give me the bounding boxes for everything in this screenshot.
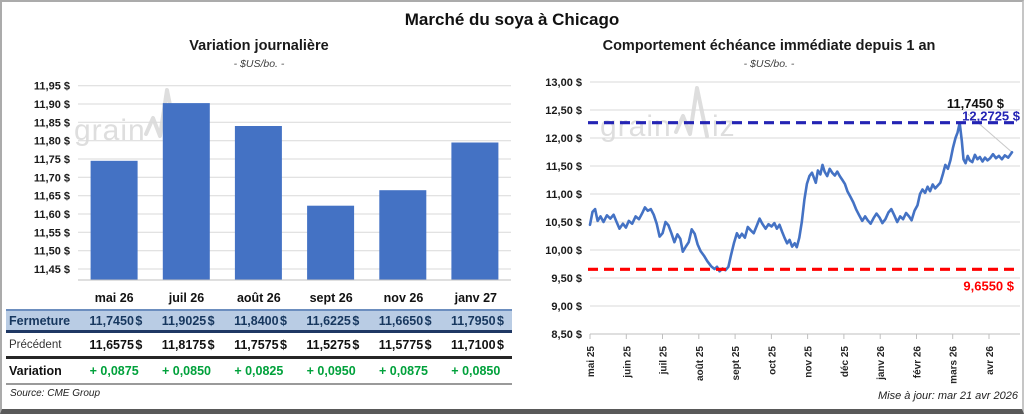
y-tick-label: 13,00 $ xyxy=(545,77,582,89)
table-cell: 11,5275 $ xyxy=(306,337,360,352)
x-tick-label: mars 26 xyxy=(949,346,960,384)
svg-text:iz: iz xyxy=(712,110,736,143)
table-cell: 11,7100 $ xyxy=(451,337,504,352)
price-table: mai 26 juil 26 août 26 sept 26 nov 26 janv 27… xyxy=(6,286,512,385)
y-tick-label: 11,85 $ xyxy=(34,117,70,129)
y-tick-label: 9,00 $ xyxy=(551,301,582,313)
line-chart-title: Comportement échéance immédiate depuis 1… xyxy=(602,38,936,54)
front-month-panel: Comportement échéance immédiate depuis 1… xyxy=(516,38,1022,402)
label-leader-line xyxy=(967,113,1013,153)
y-tick-label: 12,50 $ xyxy=(545,105,582,117)
watermark-zigzag-icon xyxy=(674,86,709,138)
update-note: Mise à jour: mar 21 avr 2026 xyxy=(877,390,1018,402)
bar-chart-title: Variation journalière xyxy=(189,38,329,54)
bar xyxy=(451,142,499,280)
page-title: Marché du soya à Chicago xyxy=(404,10,620,29)
table-cell: 11,9025 $ xyxy=(161,313,215,328)
table-cell: 11,8175 $ xyxy=(161,337,215,352)
svg-text:grain: grain xyxy=(600,110,672,143)
y-tick-label: 11,50 $ xyxy=(34,246,70,258)
line-chart: 13,00 $ 12,50 $ 12,00 $ 11,50 $ 11,00 $ 10,50… xyxy=(545,77,1021,384)
table-cell: 11,6225 $ xyxy=(306,313,360,328)
table-cell: 11,7950 $ xyxy=(451,313,504,328)
x-tick-label: mai 25 xyxy=(586,346,597,378)
watermark: grain xyxy=(74,88,179,147)
y-tick-label: 11,60 $ xyxy=(34,209,70,221)
y-tick-label: 11,70 $ xyxy=(34,172,70,184)
table-row: Précédent 11,6575 $ 11,8175 $ 11,7575 $ 11,5275… xyxy=(6,333,512,359)
bar-chart-subtitle: - $US/bo. - xyxy=(233,58,285,70)
table-cell: + 0,0850 xyxy=(161,364,211,378)
y-tick-label: 10,00 $ xyxy=(545,245,582,257)
y-tick-label: 8,50 $ xyxy=(551,329,582,341)
bar xyxy=(234,126,282,280)
y-tick-label: 9,50 $ xyxy=(551,273,582,285)
bar xyxy=(162,103,210,280)
x-tick-label: juin 25 xyxy=(622,346,633,379)
y-tick-label: 11,50 $ xyxy=(546,161,582,173)
table-cell: + 0,0950 xyxy=(306,364,356,378)
x-tick-label: avr 26 xyxy=(985,346,996,375)
column-header: mai 26 xyxy=(94,290,134,305)
last-price-label: 11,7450 $ xyxy=(947,96,1005,111)
source-note: Source: CME Group xyxy=(10,388,101,399)
table-header-row: mai 26 juil 26 août 26 sept 26 nov 26 janv 27 xyxy=(6,286,512,309)
y-tick-label: 11,80 $ xyxy=(34,136,70,148)
table-row: Variation + 0,0875 + 0,0850 + 0,0825 + 0,095… xyxy=(6,359,512,385)
column-header: janv 27 xyxy=(454,290,497,305)
high-ref-label: 12,2725 $ xyxy=(962,109,1021,124)
y-tick-label: 11,45 $ xyxy=(34,264,70,276)
x-tick-label: févr 26 xyxy=(913,346,924,379)
y-tick-label: 11,95 $ xyxy=(34,81,70,93)
bar xyxy=(307,205,355,280)
x-tick-label: nov 25 xyxy=(804,346,815,378)
table-cell: 11,5775 $ xyxy=(378,337,432,352)
x-tick-label: sept 25 xyxy=(731,346,742,381)
price-line xyxy=(588,121,1014,273)
y-tick-label: 11,90 $ xyxy=(34,99,70,111)
table-cell: + 0,0875 xyxy=(378,364,428,378)
low-ref-label: 9,6550 $ xyxy=(963,278,1014,293)
table-cell: 11,7575 $ xyxy=(234,337,287,352)
table-cell: + 0,0850 xyxy=(451,364,501,378)
bar-chart: 11,45 $ 11,50 $ 11,55 $ 11,60 $ 11,65 $ 11,70… xyxy=(34,81,511,281)
bar xyxy=(379,190,427,280)
table-cell: 11,6575 $ xyxy=(89,337,143,352)
row-label: Précédent xyxy=(9,338,62,351)
y-tick-label: 12,00 $ xyxy=(545,133,582,145)
table-cell: + 0,0875 xyxy=(89,364,139,378)
column-header: juil 26 xyxy=(168,290,205,305)
x-tick-label: oct 25 xyxy=(767,346,778,375)
table-cell: + 0,0825 xyxy=(234,364,284,378)
x-tick-label: déc 25 xyxy=(840,346,851,378)
x-tick-label: août 25 xyxy=(695,346,706,381)
x-tick-label: juil 25 xyxy=(659,346,670,376)
y-tick-label: 11,65 $ xyxy=(34,191,70,203)
y-tick-label: 10,50 $ xyxy=(545,217,582,229)
y-tick-label: 11,00 $ xyxy=(546,189,582,201)
daily-variation-panel: Variation journalière - $US/bo. - 11,45 … xyxy=(6,38,512,404)
table-cell: 11,6650 $ xyxy=(378,313,432,328)
bar xyxy=(90,160,138,280)
row-label: Fermeture xyxy=(9,313,71,328)
y-tick-label: 11,55 $ xyxy=(34,227,70,239)
y-tick-label: 11,75 $ xyxy=(34,154,70,166)
x-tick-label: janv 26 xyxy=(876,346,887,381)
column-header: août 26 xyxy=(236,290,281,305)
table-row: Fermeture 11,7450 $ 11,9025 $ 11,8400 $ 11,6225… xyxy=(6,309,512,333)
line-chart-subtitle: - $US/bo. - xyxy=(743,58,795,70)
table-cell: 11,7450 $ xyxy=(89,313,143,328)
column-header: nov 26 xyxy=(383,290,424,305)
row-label: Variation xyxy=(9,364,62,378)
table-cell: 11,8400 $ xyxy=(234,313,287,328)
column-header: sept 26 xyxy=(309,290,353,305)
watermark: grain iz xyxy=(600,86,736,143)
svg-text:grain: grain xyxy=(74,114,146,147)
